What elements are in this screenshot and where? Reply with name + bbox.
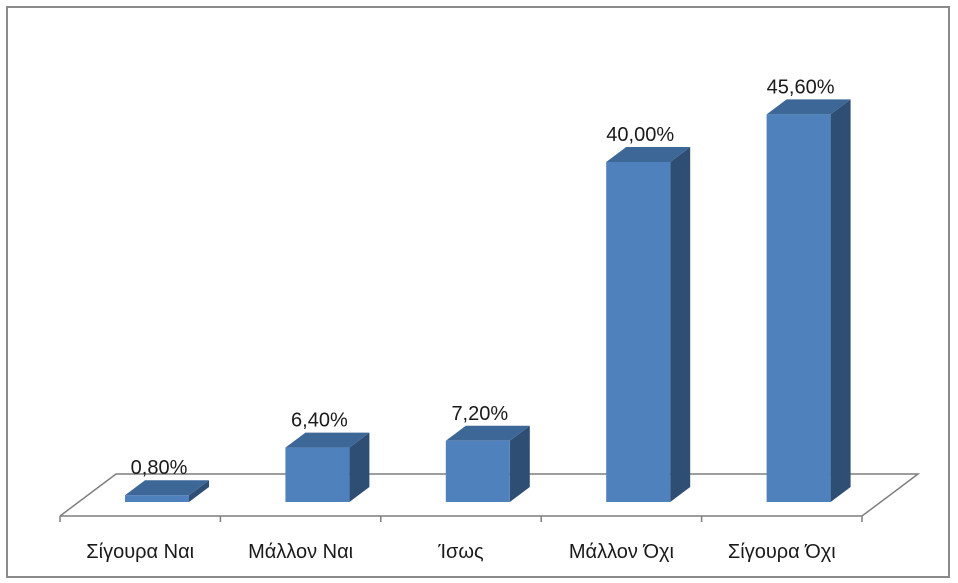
chart-floor bbox=[59, 473, 921, 522]
data-label: 40,00% bbox=[606, 124, 674, 146]
category-label: Σίγουρα Όχι bbox=[728, 541, 836, 563]
bar-front bbox=[125, 495, 189, 502]
data-label: 45,60% bbox=[767, 76, 835, 98]
bar-top bbox=[125, 480, 209, 496]
bar bbox=[445, 425, 530, 502]
bar-side bbox=[349, 432, 370, 502]
bars bbox=[125, 99, 851, 503]
bar-front bbox=[285, 447, 350, 502]
category-label: Μάλλον Ναι bbox=[248, 541, 353, 563]
data-label: 6,40% bbox=[291, 410, 348, 432]
data-label: 7,20% bbox=[451, 403, 508, 425]
bar-top bbox=[445, 425, 530, 441]
bar bbox=[766, 99, 851, 503]
bar-side bbox=[189, 480, 209, 502]
category-label: Μάλλον Όχι bbox=[569, 541, 674, 563]
bar-front bbox=[445, 440, 510, 502]
bar-front bbox=[606, 162, 671, 502]
bar-side bbox=[670, 147, 691, 502]
bar bbox=[606, 147, 691, 502]
category-label: Σίγουρα Ναι bbox=[86, 541, 194, 563]
bar-top bbox=[766, 99, 851, 115]
category-axis: Σίγουρα Ναι Μάλλον Ναι Ίσως Μάλλον Όχι Σίγου… bbox=[86, 541, 835, 563]
bar bbox=[285, 432, 370, 502]
data-label: 0,80% bbox=[131, 457, 188, 479]
floor-outline bbox=[59, 473, 921, 517]
bar-side bbox=[509, 425, 530, 502]
category-label: Ίσως bbox=[437, 541, 484, 563]
bar-side bbox=[830, 99, 851, 503]
bar-top bbox=[606, 147, 691, 162]
data-labels: 0,80% 6,40% 7,20% 40,00% 45,60% bbox=[131, 76, 835, 479]
bar bbox=[125, 480, 209, 502]
bar-front bbox=[766, 114, 831, 503]
bar-top bbox=[285, 432, 370, 448]
